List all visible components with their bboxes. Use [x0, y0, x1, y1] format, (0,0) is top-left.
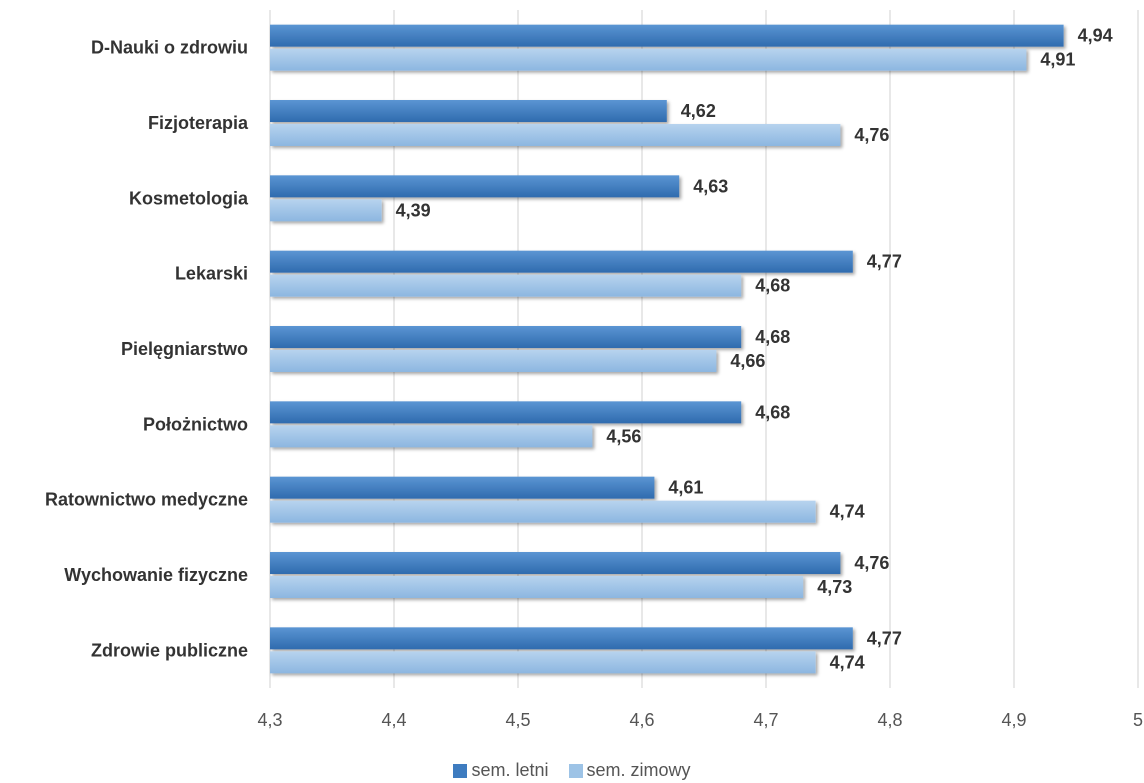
data-label: 4,91	[1040, 50, 1075, 70]
gridlines	[269, 10, 1139, 688]
data-label: 4,94	[1078, 26, 1113, 46]
category-label: Kosmetologia	[129, 188, 249, 208]
bar-sem-zimowy	[270, 500, 816, 523]
x-tick-label: 4,6	[629, 710, 654, 730]
legend: sem. letni sem. zimowy	[0, 760, 1144, 781]
data-label: 4,73	[817, 577, 852, 597]
x-tick-label: 4,9	[1001, 710, 1026, 730]
category-label: Ratownictwo medyczne	[45, 490, 248, 510]
x-tick-label: 4,4	[381, 710, 406, 730]
x-tick-label: 4,5	[505, 710, 530, 730]
bar-sem-zimowy	[270, 576, 804, 598]
category-label: Fizjoterapia	[148, 113, 249, 133]
category-label: Położnictwo	[143, 414, 248, 434]
bar-sem-zimowy	[270, 274, 742, 297]
bar-sem-letni	[270, 401, 742, 424]
data-label: 4,68	[755, 327, 790, 347]
legend-item-sem-zimowy: sem. zimowy	[568, 760, 691, 781]
bar-chart: 4,944,91 4,62 4,76 4,63 4,39 4,77 4,68 4,68 4,66…	[45, 10, 1143, 730]
bar-sem-letni	[270, 552, 841, 574]
data-label: 4,66	[730, 351, 765, 371]
data-label: 4,61	[668, 478, 703, 498]
bar-sem-zimowy	[270, 350, 717, 372]
data-label: 4,77	[867, 252, 902, 272]
category-label: Zdrowie publiczne	[91, 640, 248, 660]
legend-swatch-sem-zimowy	[568, 763, 583, 778]
legend-item-sem-letni: sem. letni	[453, 760, 549, 781]
legend-label-sem-zimowy: sem. zimowy	[586, 760, 691, 780]
bar-sem-letni	[270, 24, 1064, 47]
x-tick-label: 5	[1133, 710, 1143, 730]
category-label: D-Nauki o zdrowiu	[91, 38, 248, 58]
x-tick-label: 4,3	[257, 710, 282, 730]
data-label: 4,74	[830, 652, 865, 672]
x-tick-label: 4,7	[753, 710, 778, 730]
data-label: 4,74	[830, 502, 865, 522]
bar-sem-letni	[270, 326, 742, 348]
x-tick-label: 4,8	[877, 710, 902, 730]
data-label: 4,39	[396, 200, 431, 220]
bar-sem-zimowy	[270, 651, 816, 674]
data-label: 4,77	[867, 628, 902, 648]
data-label: 4,76	[854, 553, 889, 573]
bar-sem-letni	[270, 175, 680, 198]
data-label: 4,68	[755, 402, 790, 422]
legend-label-sem-letni: sem. letni	[471, 760, 549, 780]
bar-sem-zimowy	[270, 48, 1027, 71]
data-label: 4,68	[755, 276, 790, 296]
legend-swatch-sem-letni	[453, 763, 468, 778]
category-labels: D-Nauki o zdrowiu Fizjoterapia Kosmetologi…	[45, 38, 249, 661]
bar-sem-letni	[270, 100, 667, 122]
bar-sem-zimowy	[270, 124, 841, 146]
x-axis-ticks: 4,3 4,4 4,5 4,6 4,7 4,8 4,9 5	[257, 710, 1143, 730]
data-label: 4,62	[681, 101, 716, 121]
bar-sem-zimowy	[270, 199, 382, 222]
data-label: 4,56	[606, 426, 641, 446]
bars	[270, 24, 1064, 674]
category-label: Pielęgniarstwo	[121, 339, 248, 359]
bar-sem-zimowy	[270, 425, 593, 448]
category-label: Lekarski	[175, 264, 248, 284]
bar-sem-letni	[270, 476, 655, 499]
bar-sem-letni	[270, 250, 853, 273]
category-label: Wychowanie fizyczne	[64, 565, 248, 585]
bar-sem-letni	[270, 627, 853, 650]
data-label: 4,76	[854, 125, 889, 145]
data-label: 4,63	[693, 176, 728, 196]
data-labels: 4,944,91 4,62 4,76 4,63 4,39 4,77 4,68 4,68 4,66…	[396, 26, 1113, 673]
